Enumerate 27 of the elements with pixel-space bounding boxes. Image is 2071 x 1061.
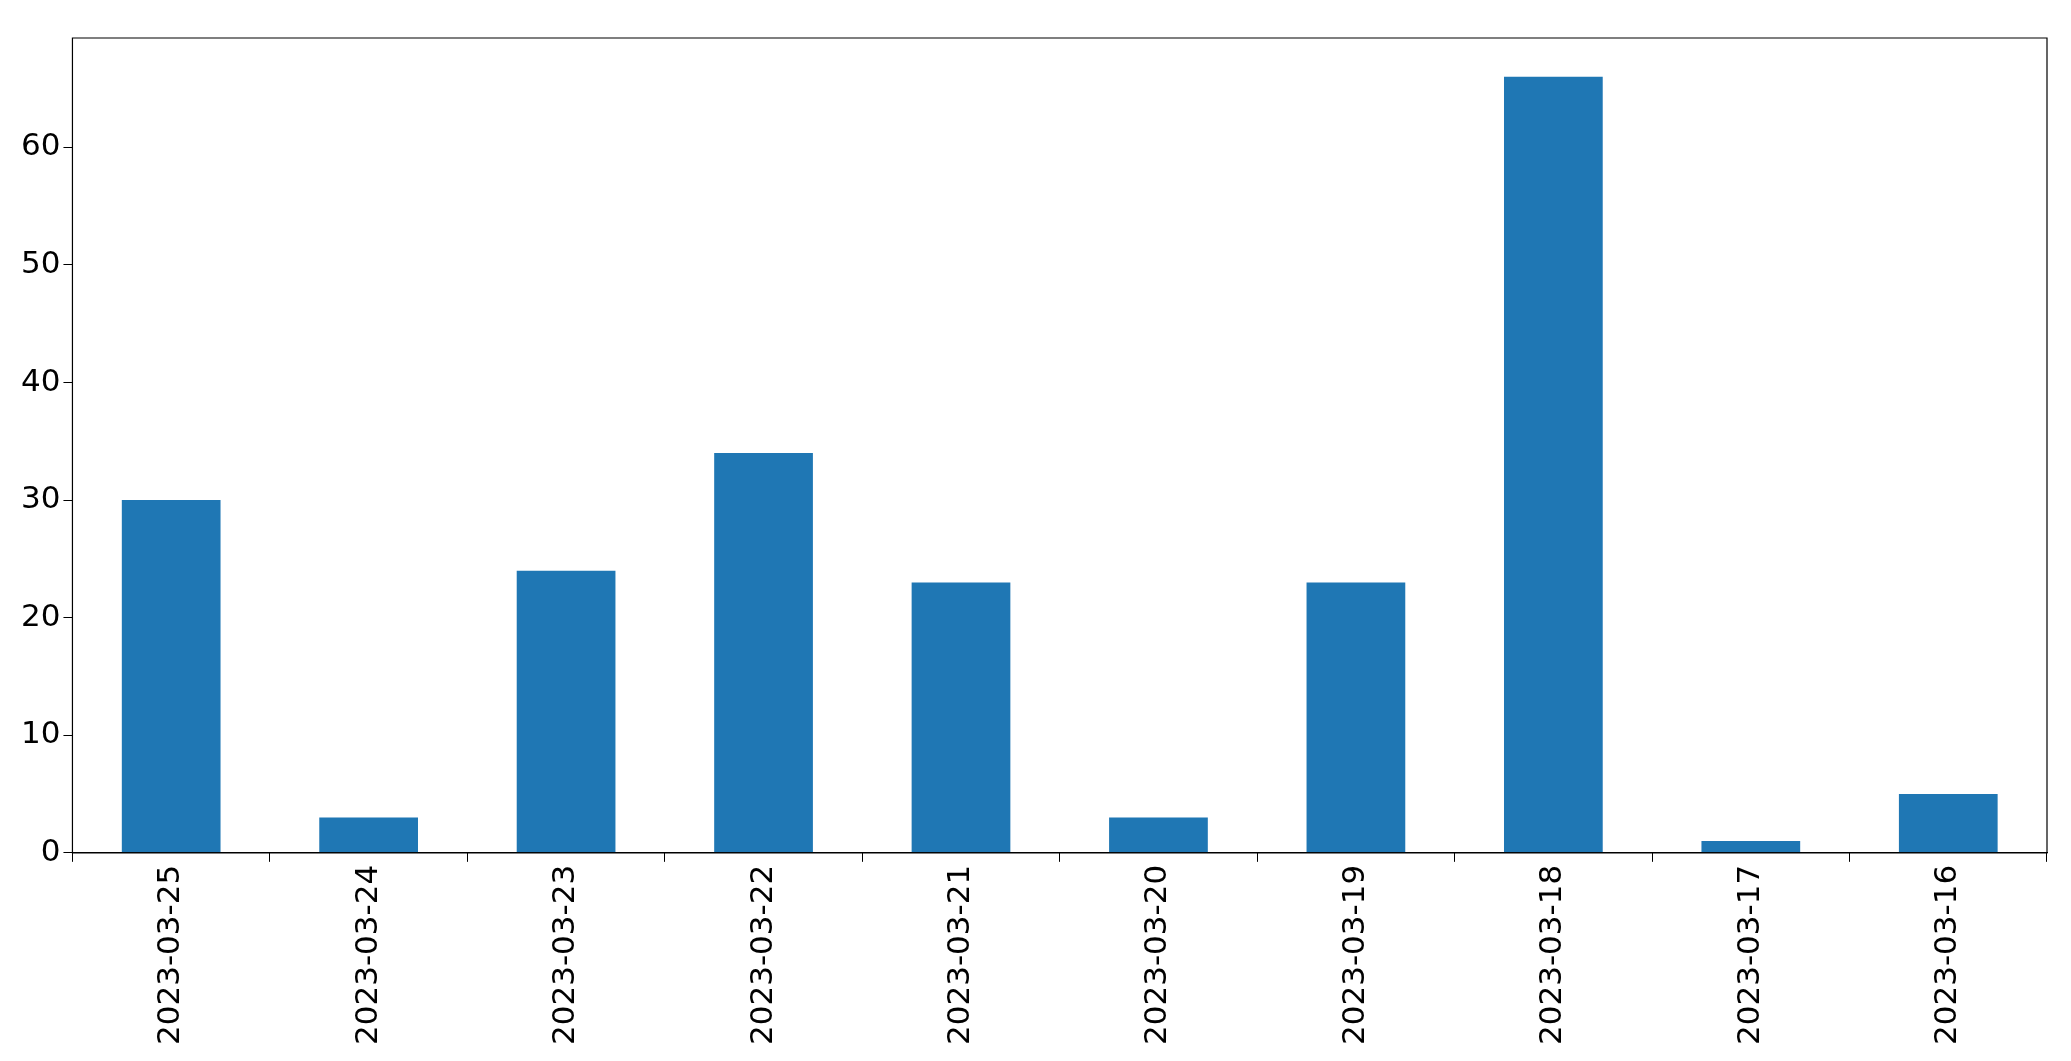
bar [1306, 582, 1406, 853]
bar [1701, 841, 1801, 853]
bar [1898, 794, 1998, 853]
y-tick-label: 10 [20, 714, 61, 751]
x-tick-label: 2023-03-21 [940, 864, 977, 1046]
x-tick-label: 2023-03-18 [1532, 864, 1569, 1046]
x-tick-label: 2023-03-19 [1334, 864, 1371, 1046]
y-tick-label: 50 [20, 243, 61, 280]
bar [516, 570, 616, 853]
bar [319, 817, 418, 853]
x-tick-label: 2023-03-20 [1137, 864, 1174, 1046]
bar [911, 582, 1011, 853]
bar [121, 500, 221, 853]
x-tick-label: 2023-03-23 [545, 864, 582, 1046]
y-tick-label: 20 [20, 596, 61, 633]
x-tick-label: 2023-03-24 [347, 864, 384, 1046]
x-tick-label: 2023-03-16 [1927, 864, 1964, 1046]
bar [1109, 817, 1208, 853]
y-tick-label: 30 [20, 479, 61, 516]
x-tick-label: 2023-03-17 [1729, 864, 1766, 1046]
x-tick-label: 2023-03-22 [742, 864, 779, 1046]
y-tick-label: 60 [20, 126, 61, 163]
bar [1504, 76, 1603, 853]
bar [714, 453, 813, 853]
x-tick-label: 2023-03-25 [150, 864, 187, 1046]
y-tick-label: 40 [20, 361, 61, 398]
y-tick-label: 0 [40, 831, 61, 868]
